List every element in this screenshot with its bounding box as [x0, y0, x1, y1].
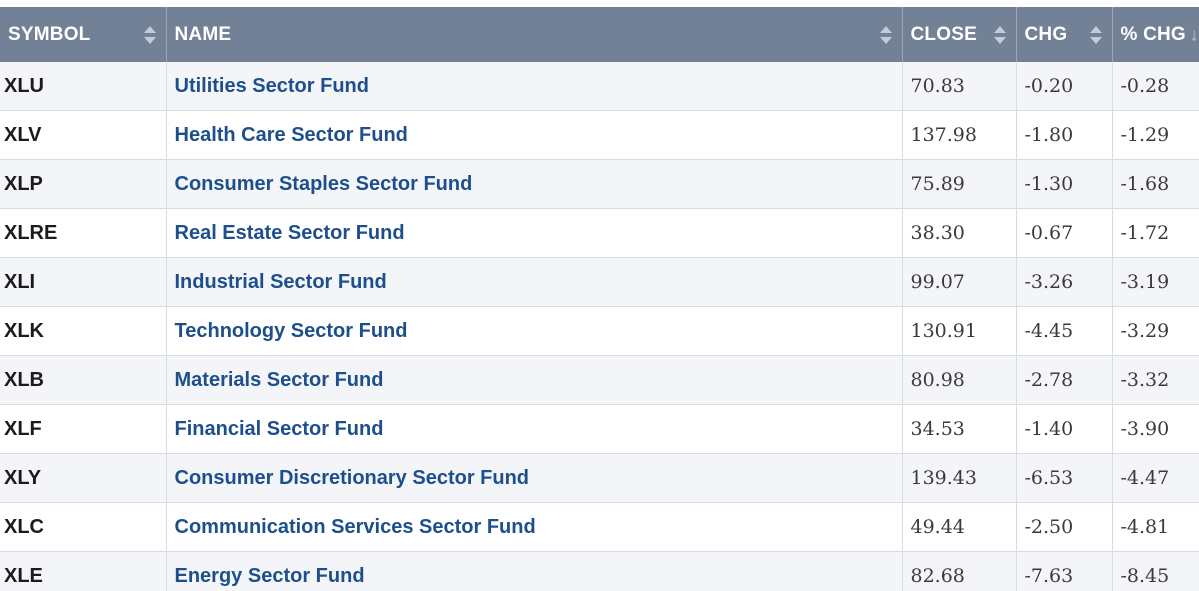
table-row[interactable]: XLF Financial Sector Fund 34.53 -1.40 -3.90 — [0, 404, 1199, 454]
fund-name-cell[interactable]: Utilities Sector Fund — [166, 62, 903, 111]
fund-name-link[interactable]: Consumer Discretionary Sector Fund — [174, 466, 530, 489]
symbol-cell[interactable]: XLI — [0, 257, 167, 307]
fund-name-cell[interactable]: Real Estate Sector Fund — [166, 208, 903, 258]
symbol-cell[interactable]: XLP — [0, 159, 167, 209]
table-row[interactable]: XLB Materials Sector Fund 80.98 -2.78 -3.32 — [0, 355, 1199, 405]
sort-both-icon[interactable] — [879, 25, 892, 44]
table-body: XLU Utilities Sector Fund 70.83 -0.20 -0.28 X… — [0, 62, 1199, 591]
close-cell: 130.91 — [902, 306, 1017, 356]
table-row[interactable]: XLP Consumer Staples Sector Fund 75.89 -1.3… — [0, 159, 1199, 209]
pct-chg-cell: -3.29 — [1112, 306, 1199, 356]
table-row[interactable]: XLY Consumer Discretionary Sector Fund 139… — [0, 453, 1199, 503]
close-cell: 70.83 — [902, 62, 1017, 111]
pct-chg-cell: -1.29 — [1112, 110, 1199, 160]
close-cell: 49.44 — [902, 502, 1017, 552]
column-header-chg-label: CHG — [1024, 23, 1068, 45]
chg-cell: -4.45 — [1016, 306, 1113, 356]
pct-chg-cell: -4.81 — [1112, 502, 1199, 552]
table-row[interactable]: XLI Industrial Sector Fund 99.07 -3.26 -3.19 — [0, 257, 1199, 307]
symbol-cell[interactable]: XLRE — [0, 208, 167, 258]
pct-chg-cell: -3.32 — [1112, 355, 1199, 405]
column-header-chg[interactable]: CHG — [1016, 7, 1113, 62]
symbol-cell[interactable]: XLF — [0, 404, 167, 454]
table-row[interactable]: XLK Technology Sector Fund 130.91 -4.45 -3.2… — [0, 306, 1199, 356]
fund-name-cell[interactable]: Technology Sector Fund — [166, 306, 903, 356]
fund-name-cell[interactable]: Consumer Discretionary Sector Fund — [166, 453, 903, 503]
fund-name-cell[interactable]: Health Care Sector Fund — [166, 110, 903, 160]
symbol-cell[interactable]: XLV — [0, 110, 167, 160]
chg-cell: -0.67 — [1016, 208, 1113, 258]
column-header-close[interactable]: CLOSE — [902, 7, 1017, 62]
sector-fund-table: SYMBOL NAME CLOSE CHG % CHG ↓ — [0, 7, 1199, 591]
sort-descending-icon[interactable]: ↓ — [1189, 24, 1199, 44]
chg-cell: -2.50 — [1016, 502, 1113, 552]
symbol-cell[interactable]: XLY — [0, 453, 167, 503]
symbol-cell[interactable]: XLK — [0, 306, 167, 356]
fund-name-link[interactable]: Financial Sector Fund — [174, 417, 384, 440]
pct-chg-cell: -0.28 — [1112, 62, 1199, 111]
sort-both-icon[interactable] — [1089, 25, 1102, 44]
close-cell: 139.43 — [902, 453, 1017, 503]
table-row[interactable]: XLRE Real Estate Sector Fund 38.30 -0.67 -1.… — [0, 208, 1199, 258]
table-row[interactable]: XLV Health Care Sector Fund 137.98 -1.80 -1.… — [0, 110, 1199, 160]
symbol-cell[interactable]: XLE — [0, 551, 167, 591]
close-cell: 99.07 — [902, 257, 1017, 307]
chg-cell: -7.63 — [1016, 551, 1113, 591]
close-cell: 137.98 — [902, 110, 1017, 160]
column-header-close-label: CLOSE — [910, 23, 977, 45]
fund-name-cell[interactable]: Energy Sector Fund — [166, 551, 903, 591]
close-cell: 38.30 — [902, 208, 1017, 258]
column-header-symbol-label: SYMBOL — [8, 23, 91, 45]
fund-name-link[interactable]: Energy Sector Fund — [174, 564, 365, 587]
chg-cell: -1.80 — [1016, 110, 1113, 160]
fund-name-cell[interactable]: Industrial Sector Fund — [166, 257, 903, 307]
close-cell: 82.68 — [902, 551, 1017, 591]
fund-name-link[interactable]: Consumer Staples Sector Fund — [174, 172, 473, 195]
column-header-pct-chg[interactable]: % CHG ↓ — [1112, 7, 1199, 62]
chg-cell: -6.53 — [1016, 453, 1113, 503]
column-header-name-label: NAME — [174, 23, 232, 45]
column-header-pct-chg-label: % CHG — [1120, 23, 1186, 45]
chg-cell: -3.26 — [1016, 257, 1113, 307]
fund-name-cell[interactable]: Communication Services Sector Fund — [166, 502, 903, 552]
pct-chg-cell: -1.68 — [1112, 159, 1199, 209]
close-cell: 80.98 — [902, 355, 1017, 405]
pct-chg-cell: -3.19 — [1112, 257, 1199, 307]
table-row[interactable]: XLE Energy Sector Fund 82.68 -7.63 -8.45 — [0, 551, 1199, 591]
sort-both-icon[interactable] — [993, 25, 1006, 44]
fund-name-link[interactable]: Real Estate Sector Fund — [174, 221, 405, 244]
sort-both-icon[interactable] — [143, 25, 156, 44]
fund-name-link[interactable]: Communication Services Sector Fund — [174, 515, 536, 538]
pct-chg-cell: -3.90 — [1112, 404, 1199, 454]
pct-chg-cell: -8.45 — [1112, 551, 1199, 591]
table-row[interactable]: XLC Communication Services Sector Fund 49.… — [0, 502, 1199, 552]
fund-name-link[interactable]: Health Care Sector Fund — [174, 123, 408, 146]
symbol-cell[interactable]: XLU — [0, 62, 167, 111]
table-header-row: SYMBOL NAME CLOSE CHG % CHG ↓ — [0, 7, 1199, 62]
table-row[interactable]: XLU Utilities Sector Fund 70.83 -0.20 -0.28 — [0, 62, 1199, 111]
fund-name-cell[interactable]: Consumer Staples Sector Fund — [166, 159, 903, 209]
fund-name-link[interactable]: Utilities Sector Fund — [174, 74, 369, 97]
column-header-name[interactable]: NAME — [166, 7, 903, 62]
pct-chg-cell: -1.72 — [1112, 208, 1199, 258]
chg-cell: -1.40 — [1016, 404, 1113, 454]
fund-name-cell[interactable]: Financial Sector Fund — [166, 404, 903, 454]
fund-name-cell[interactable]: Materials Sector Fund — [166, 355, 903, 405]
fund-name-link[interactable]: Technology Sector Fund — [174, 319, 408, 342]
column-header-symbol[interactable]: SYMBOL — [0, 7, 167, 62]
chg-cell: -0.20 — [1016, 62, 1113, 111]
chg-cell: -2.78 — [1016, 355, 1113, 405]
symbol-cell[interactable]: XLB — [0, 355, 167, 405]
fund-name-link[interactable]: Materials Sector Fund — [174, 368, 384, 391]
fund-name-link[interactable]: Industrial Sector Fund — [174, 270, 387, 293]
close-cell: 75.89 — [902, 159, 1017, 209]
pct-chg-cell: -4.47 — [1112, 453, 1199, 503]
close-cell: 34.53 — [902, 404, 1017, 454]
chg-cell: -1.30 — [1016, 159, 1113, 209]
symbol-cell[interactable]: XLC — [0, 502, 167, 552]
